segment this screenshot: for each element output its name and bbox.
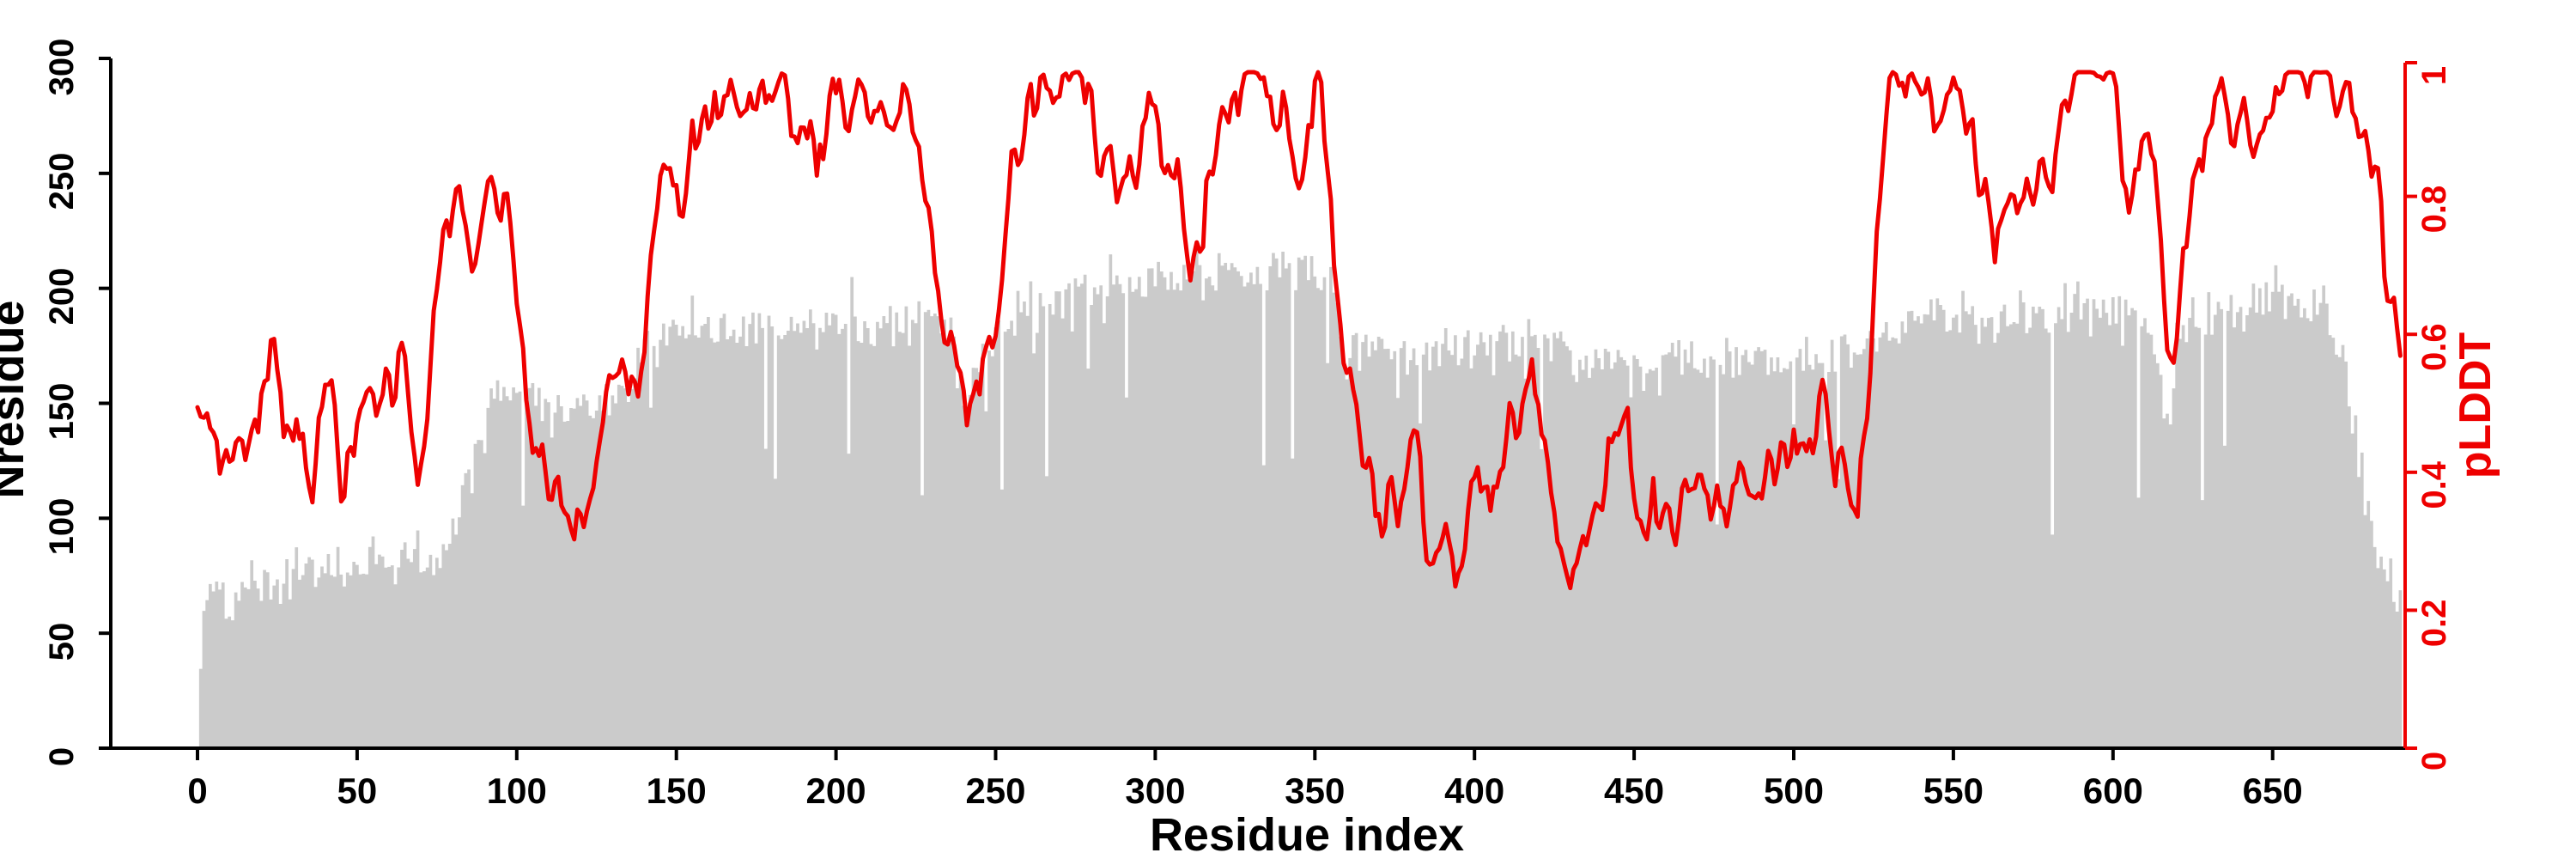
svg-text:500: 500 (1764, 771, 1824, 811)
svg-text:Residue index: Residue index (1150, 809, 1464, 859)
svg-text:300: 300 (1125, 771, 1185, 811)
svg-text:600: 600 (2083, 771, 2143, 811)
svg-text:150: 150 (43, 383, 81, 441)
svg-text:250: 250 (43, 153, 81, 210)
svg-text:100: 100 (43, 498, 81, 556)
svg-text:200: 200 (806, 771, 866, 811)
svg-text:pLDDT: pLDDT (2451, 332, 2500, 479)
svg-text:100: 100 (487, 771, 547, 811)
svg-text:300: 300 (43, 39, 81, 96)
svg-text:350: 350 (1285, 771, 1345, 811)
svg-text:650: 650 (2243, 771, 2303, 811)
svg-text:Nresidue: Nresidue (0, 300, 33, 498)
svg-text:250: 250 (965, 771, 1025, 811)
svg-text:550: 550 (1923, 771, 1984, 811)
svg-text:0.6: 0.6 (2415, 323, 2453, 371)
svg-text:50: 50 (43, 623, 81, 661)
svg-text:450: 450 (1604, 771, 1664, 811)
svg-text:0: 0 (2415, 752, 2453, 771)
svg-text:0.8: 0.8 (2415, 186, 2453, 234)
svg-text:400: 400 (1444, 771, 1504, 811)
svg-text:0: 0 (43, 747, 81, 766)
svg-text:150: 150 (647, 771, 707, 811)
svg-text:50: 50 (337, 771, 378, 811)
svg-text:1: 1 (2415, 66, 2453, 85)
svg-text:200: 200 (43, 268, 81, 326)
svg-text:0.2: 0.2 (2415, 600, 2453, 648)
svg-text:0.4: 0.4 (2415, 460, 2453, 509)
svg-text:0: 0 (187, 771, 207, 811)
